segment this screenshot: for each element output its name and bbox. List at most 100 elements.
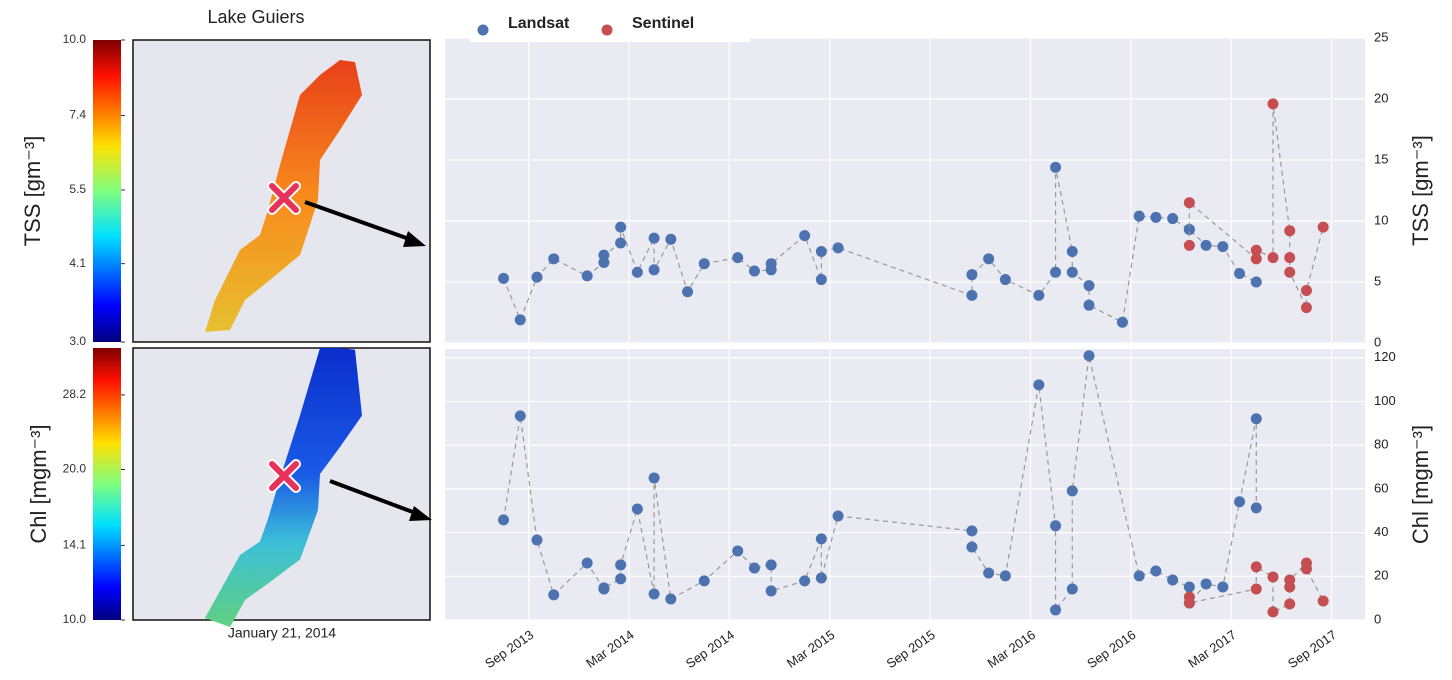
data-point [665,594,676,605]
data-point [749,266,760,277]
x-tick-label: Mar 2016 [985,627,1039,671]
x-tick-label: Mar 2017 [1185,627,1239,671]
data-point [983,568,994,579]
data-point [1284,267,1295,278]
y-tick-label: 60 [1374,480,1388,495]
data-point [532,535,543,546]
data-point [732,545,743,556]
data-point [799,575,810,586]
legend-marker [478,25,489,36]
colorbar-tick-label: 10.0 [63,32,87,46]
data-point [1050,267,1061,278]
colorbar-tick-label: 14.1 [63,538,87,552]
data-point [1084,280,1095,291]
data-point [1084,350,1095,361]
data-point [598,250,609,261]
plot-area [445,38,1365,343]
y-tick-label: 0 [1374,611,1381,626]
data-point [1251,583,1262,594]
data-point [1301,285,1312,296]
data-point [1050,162,1061,173]
data-point [1284,225,1295,236]
x-tick-label: Mar 2015 [784,627,838,671]
data-point [1050,604,1061,615]
data-point [548,589,559,600]
data-point [816,533,827,544]
data-point [1284,252,1295,263]
colorbar [93,40,121,342]
data-point [498,273,509,284]
data-point [1184,240,1195,251]
colorbar-label: Chl [mgm⁻³] [26,424,51,543]
y-axis-label: TSS [gm⁻³] [1408,135,1433,246]
data-point [1217,241,1228,252]
data-point [1251,413,1262,424]
data-point [1284,599,1295,610]
data-point [1067,583,1078,594]
data-point [1150,566,1161,577]
data-point [1268,571,1279,582]
data-point [1284,575,1295,586]
data-point [732,252,743,263]
data-point [615,222,626,233]
y-tick-label: 40 [1374,524,1388,539]
data-point [682,286,693,297]
data-point [1000,570,1011,581]
data-point [1150,212,1161,223]
data-point [1301,563,1312,574]
data-point [766,559,777,570]
data-point [1050,520,1061,531]
data-point [983,253,994,264]
y-tick-label: 10 [1374,212,1388,227]
data-point [582,270,593,281]
map-date: January 21, 2014 [228,625,336,641]
data-point [632,503,643,514]
data-point [598,582,609,593]
data-point [615,573,626,584]
data-point [1251,502,1262,513]
data-point [749,562,760,573]
x-tick-label: Sep 2017 [1285,627,1339,671]
data-point [1251,277,1262,288]
y-tick-label: 120 [1374,349,1396,364]
data-point [1184,597,1195,608]
data-point [1067,485,1078,496]
data-point [1134,211,1145,222]
y-tick-label: 15 [1374,151,1388,166]
data-point [1184,581,1195,592]
x-tick-label: Sep 2013 [482,627,536,671]
colorbar-tick-label: 3.0 [69,334,86,348]
legend-label: Sentinel [632,15,694,32]
colorbar-tick-label: 10.0 [63,612,87,626]
data-point [1000,274,1011,285]
colorbar-tick-label: 7.4 [69,108,86,122]
y-tick-label: 0 [1374,334,1381,349]
data-point [816,573,827,584]
data-point [966,542,977,553]
colorbar-tick-label: 28.2 [63,387,87,401]
data-point [966,290,977,301]
data-point [582,557,593,568]
data-point [766,585,777,596]
figure: Lake Guiers January 21, 2014 TSS [gm⁻³] … [0,0,1452,680]
data-point [649,233,660,244]
data-point [649,472,660,483]
data-point [532,272,543,283]
data-point [665,234,676,245]
data-point [1268,252,1279,263]
colorbar-tick-label: 5.5 [69,182,86,196]
data-point [1234,268,1245,279]
data-point [1318,595,1329,606]
data-point [632,267,643,278]
data-point [498,514,509,525]
data-point [699,575,710,586]
data-point [515,410,526,421]
data-point [1201,240,1212,251]
data-point [1134,570,1145,581]
data-point [1184,197,1195,208]
data-point [1167,575,1178,586]
data-point [699,258,710,269]
data-point [1084,300,1095,311]
data-point [966,269,977,280]
data-point [1268,98,1279,109]
